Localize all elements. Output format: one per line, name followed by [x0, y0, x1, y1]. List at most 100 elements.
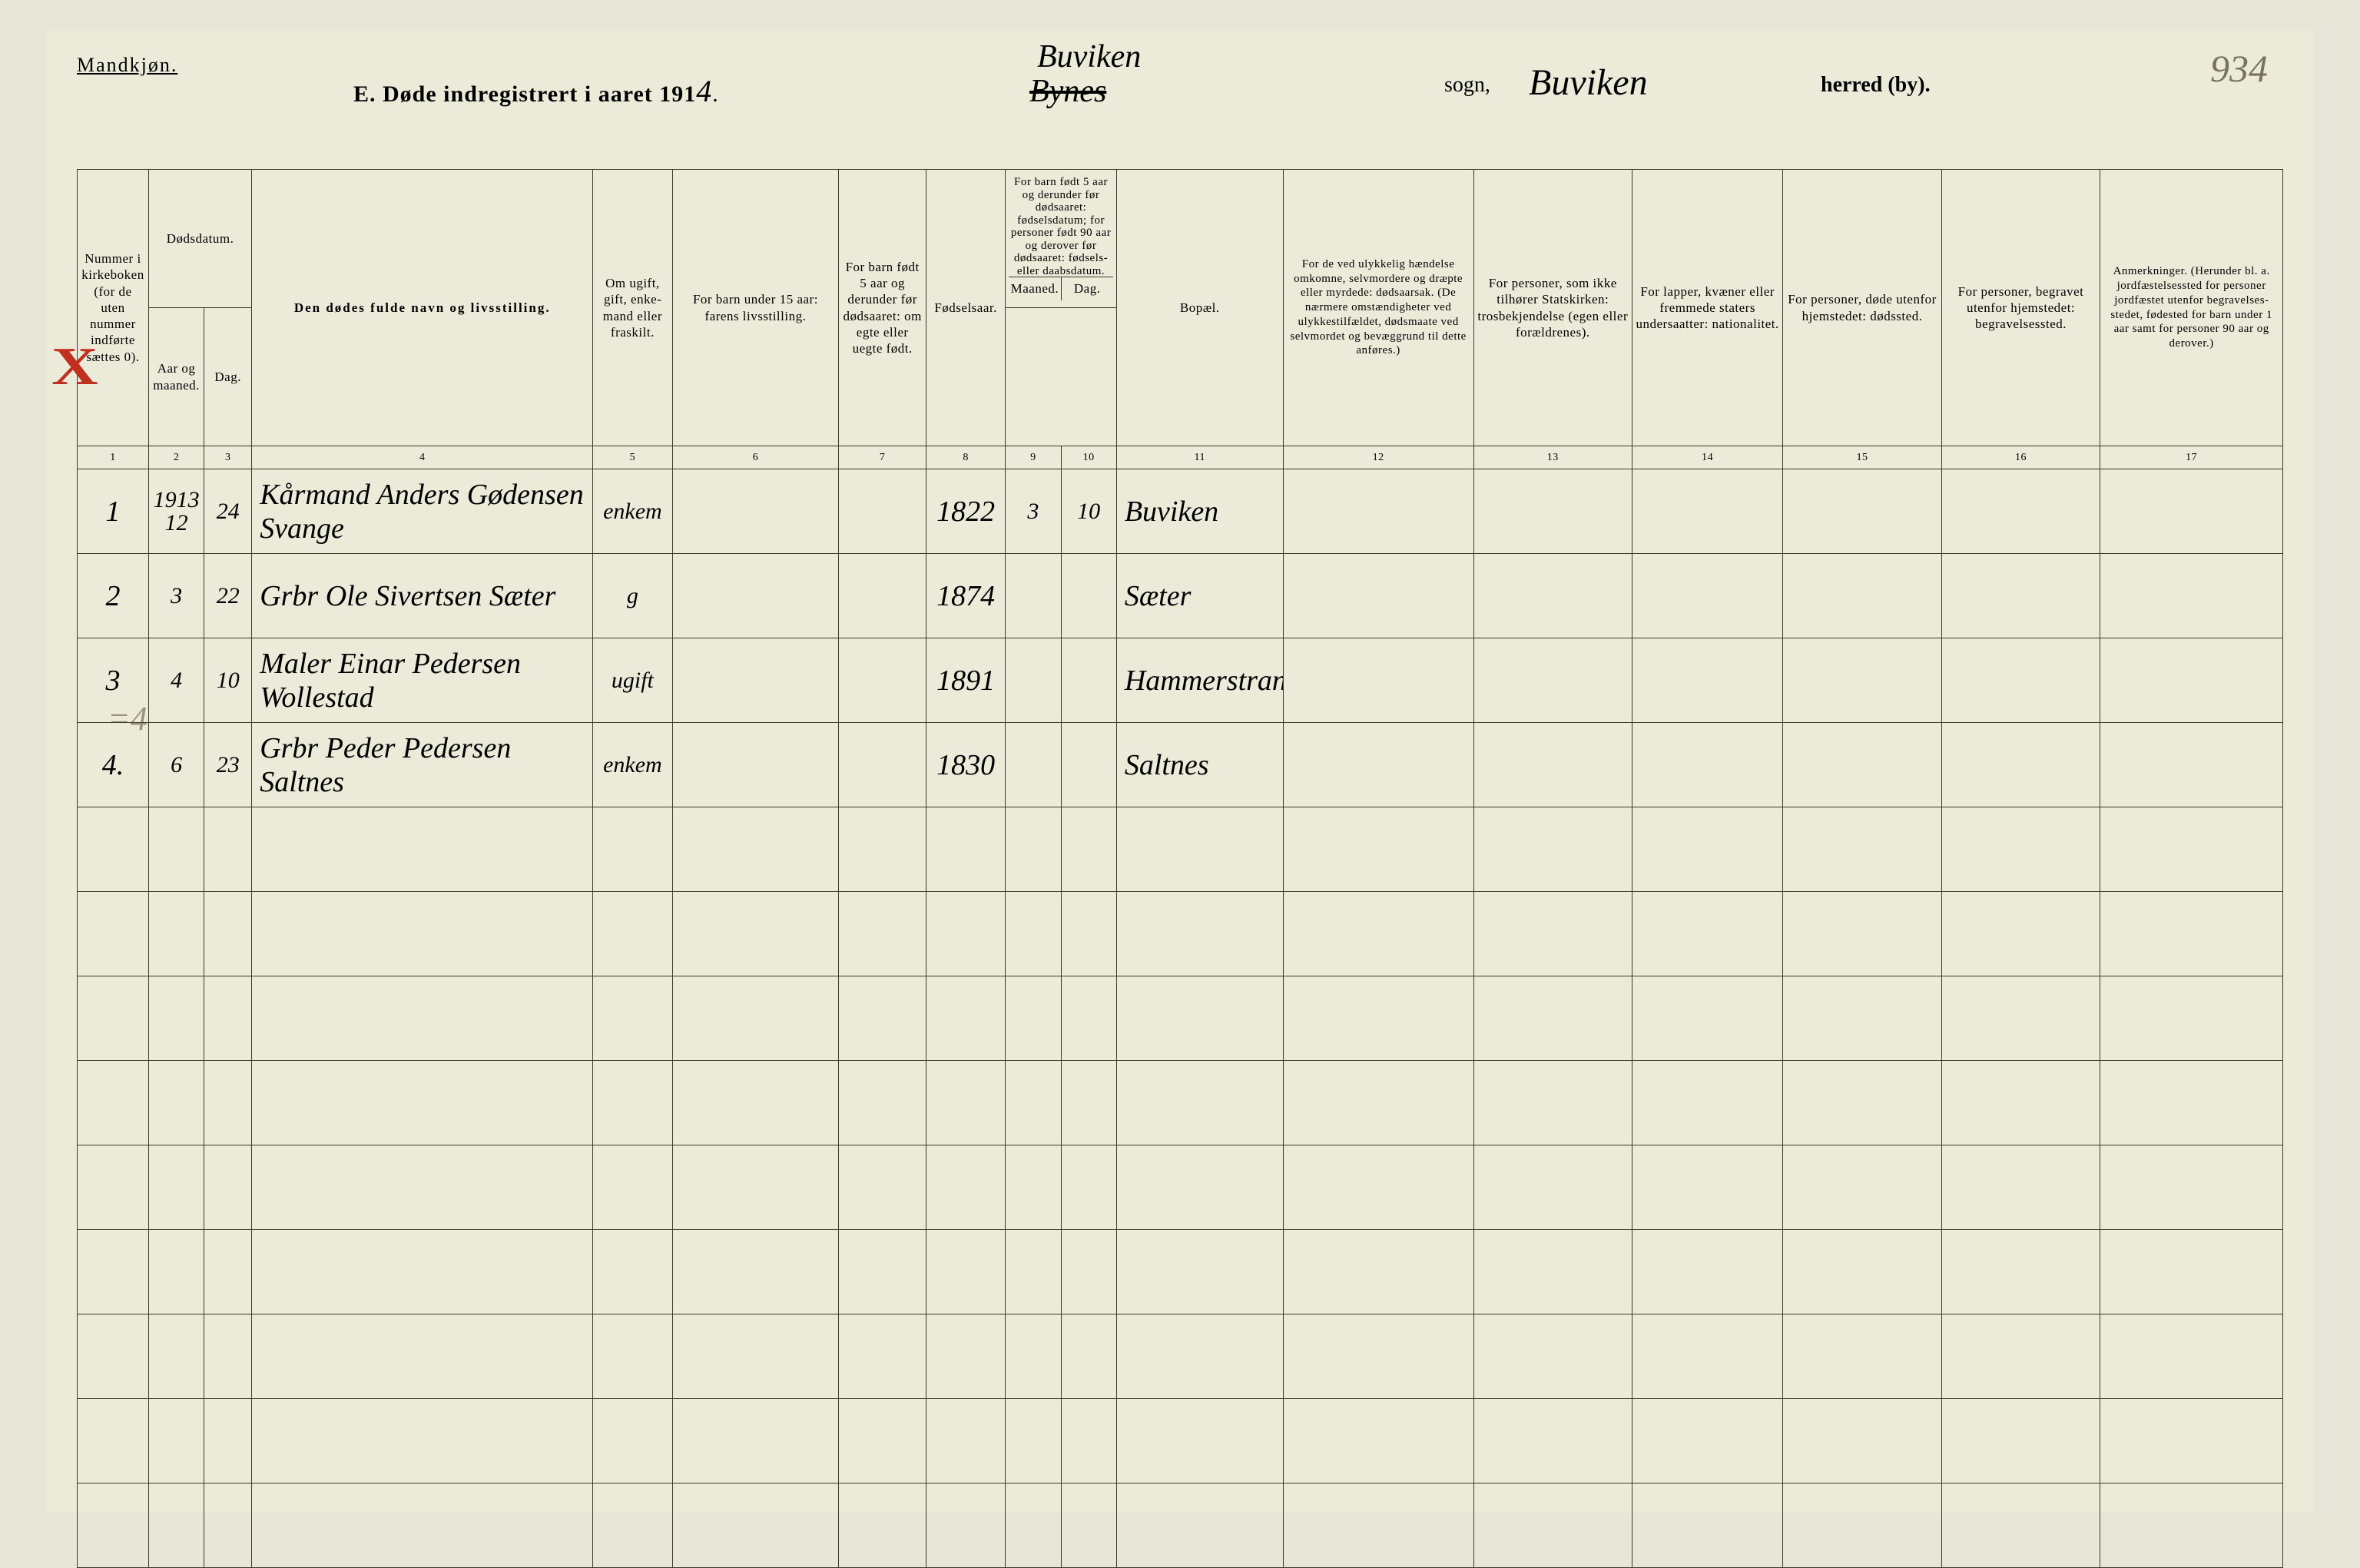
cell — [1116, 1061, 1283, 1145]
herred-handwritten: Buviken — [1529, 61, 1648, 104]
cell — [1061, 976, 1116, 1061]
cell — [1941, 1230, 2100, 1314]
cell — [926, 892, 1005, 976]
cell: 6 — [148, 723, 204, 807]
cell — [1941, 638, 2100, 723]
cell — [672, 469, 839, 554]
cell — [926, 1061, 1005, 1145]
cell — [1116, 1483, 1283, 1568]
table-row — [78, 976, 2283, 1061]
cell — [1783, 807, 1942, 892]
cell — [1632, 976, 1783, 1061]
cell — [926, 1483, 1005, 1568]
cell — [78, 1314, 149, 1399]
table-row — [78, 1145, 2283, 1230]
cell — [1941, 554, 2100, 638]
cell — [1941, 1145, 2100, 1230]
cell — [926, 807, 1005, 892]
cell — [148, 1230, 204, 1314]
cell: 24 — [204, 469, 252, 554]
cell — [1283, 554, 1473, 638]
col-number: 4 — [252, 446, 593, 469]
cell: 1874 — [926, 554, 1005, 638]
col-header: For de ved ulykkelig hændelse omkomne, s… — [1283, 170, 1473, 446]
cell: Saltnes — [1116, 723, 1283, 807]
cell — [2100, 1314, 2283, 1399]
col-number: 6 — [672, 446, 839, 469]
cell: g — [593, 554, 672, 638]
cell: 10 — [1061, 469, 1116, 554]
cell — [839, 1399, 926, 1483]
cell — [1783, 1314, 1942, 1399]
cell — [204, 1399, 252, 1483]
sogn-handwritten-strike: Bynes — [1029, 73, 1106, 110]
cell: Grbr Peder Pedersen Saltnes — [252, 723, 593, 807]
cell — [593, 1145, 672, 1230]
cell — [252, 1061, 593, 1145]
cell — [1473, 723, 1632, 807]
cell — [1941, 723, 2100, 807]
cell — [1006, 1399, 1061, 1483]
cell — [204, 807, 252, 892]
table-row — [78, 1314, 2283, 1399]
cell: Kårmand Anders Gødensen Svange — [252, 469, 593, 554]
table-row — [78, 1061, 2283, 1145]
cell — [593, 892, 672, 976]
cell: 191312 — [148, 469, 204, 554]
cell — [1783, 469, 1942, 554]
red-x-mark: X — [51, 336, 98, 398]
col-header: For personer, begravet utenfor hjemstede… — [1941, 170, 2100, 446]
cell — [839, 1061, 926, 1145]
cell — [1783, 723, 1942, 807]
cell — [148, 976, 204, 1061]
cell — [1061, 1145, 1116, 1230]
cell — [1006, 1145, 1061, 1230]
col-header: Om ugift, gift, enke­mand eller fraskilt… — [593, 170, 672, 446]
cell — [2100, 1399, 2283, 1483]
cell — [1632, 807, 1783, 892]
col-header: Anmerkninger. (Herunder bl. a. jordfæste… — [2100, 170, 2283, 446]
cell — [1006, 1483, 1061, 1568]
cell — [1473, 1230, 1632, 1314]
cell: enkem — [593, 723, 672, 807]
col-number: 7 — [839, 446, 926, 469]
cell — [1283, 892, 1473, 976]
cell — [2100, 1061, 2283, 1145]
cell — [1283, 1314, 1473, 1399]
cell — [1283, 976, 1473, 1061]
cell — [1283, 1061, 1473, 1145]
cell — [1783, 1145, 1942, 1230]
cell — [1006, 892, 1061, 976]
cell — [1632, 892, 1783, 976]
cell — [672, 723, 839, 807]
cell — [672, 892, 839, 976]
header: Mandkjøn. E. Døde indregistrert i aaret … — [46, 31, 2314, 123]
col-number: 11 — [1116, 446, 1283, 469]
cell — [1473, 469, 1632, 554]
cell — [252, 1145, 593, 1230]
cell — [1061, 1314, 1116, 1399]
cell — [1941, 807, 2100, 892]
cell — [1006, 807, 1061, 892]
cell — [1941, 892, 2100, 976]
cell: 1822 — [926, 469, 1005, 554]
cell — [1283, 1483, 1473, 1568]
cell: Hammerstrand — [1116, 638, 1283, 723]
cell — [672, 638, 839, 723]
cell — [839, 469, 926, 554]
cell: Buviken — [1116, 469, 1283, 554]
cell — [839, 1230, 926, 1314]
cell: 3 — [148, 554, 204, 638]
cell — [2100, 1230, 2283, 1314]
cell: 1 — [78, 469, 149, 554]
cell: 4. — [78, 723, 149, 807]
cell — [839, 976, 926, 1061]
ledger-table: Nummer i kirke­boken (for de uten nummer… — [77, 169, 2283, 1568]
cell — [1632, 1483, 1783, 1568]
col-number: 5 — [593, 446, 672, 469]
cell — [839, 1314, 926, 1399]
cell — [148, 807, 204, 892]
table-row — [78, 1230, 2283, 1314]
cell — [1006, 723, 1061, 807]
cell — [148, 1145, 204, 1230]
